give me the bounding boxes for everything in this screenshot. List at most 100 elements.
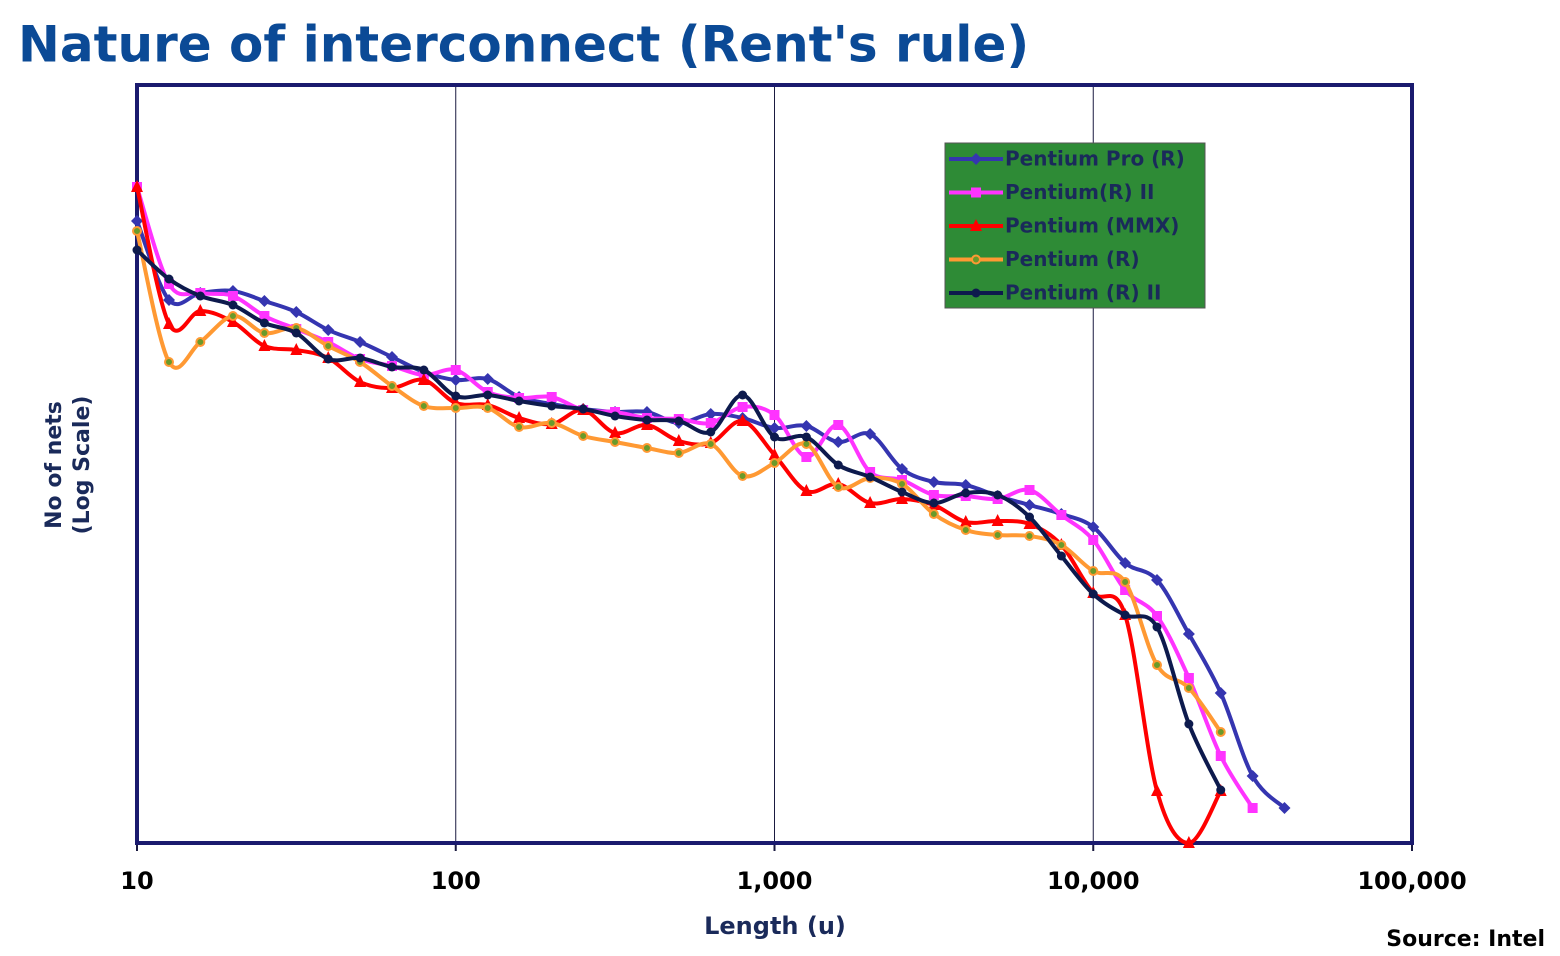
data-point [801,432,811,442]
legend-label: Pentium (R) II [1005,281,1161,305]
data-point [641,443,652,453]
data-point [865,472,875,482]
data-point [1216,785,1226,795]
data-point [736,414,749,426]
series-line [135,220,1286,810]
data-point [673,448,684,458]
data-point [451,391,461,401]
data-point [163,279,174,289]
data-point [386,351,399,363]
data-point [1214,687,1227,699]
x-tick-label: 10 [120,867,153,895]
data-point [1152,611,1163,621]
data-point [833,420,844,430]
data-point [195,291,205,301]
data-point [1025,512,1035,522]
data-point [801,452,812,462]
y-axis-label-line: No of nets [42,401,67,529]
data-point [737,402,748,412]
data-point [833,482,844,492]
data-point [450,403,461,413]
data-point [705,439,716,449]
data-point [418,401,429,411]
data-point [705,418,716,428]
data-point [323,354,333,364]
data-point [1278,802,1291,814]
legend-marker [971,187,981,198]
data-point [163,357,174,367]
data-point [896,492,909,504]
data-point [929,498,939,508]
data-point [769,458,780,468]
data-point [419,365,429,375]
data-point [704,408,717,420]
data-point [355,353,365,363]
data-point [1120,610,1130,620]
data-point [354,336,367,348]
data-point [258,295,271,307]
data-point [1056,510,1067,520]
data-point [227,311,238,321]
data-point [290,306,303,318]
data-point [706,427,716,437]
data-point [1023,517,1036,529]
data-point [832,436,845,448]
data-point [865,467,876,477]
data-point [323,341,334,351]
data-point [514,396,524,406]
data-point [1087,521,1100,533]
data-point [1183,683,1194,693]
data-point [1246,770,1259,782]
data-point [1088,566,1099,576]
data-point [259,328,270,338]
data-point [162,294,175,306]
data-point [642,415,652,425]
data-point [992,530,1003,540]
x-tick-label: 1,000 [737,867,813,895]
data-point [864,496,877,508]
legend-label: Pentium(R) II [1005,180,1154,204]
data-point [546,418,557,428]
data-point [672,434,685,446]
data-point [259,318,269,328]
data-point [961,488,971,498]
data-point [482,403,493,413]
data-point [132,226,142,236]
data-point [164,274,174,284]
data-point [194,304,207,316]
data-point [322,324,335,336]
data-point [1088,535,1099,545]
data-point [1247,803,1258,813]
x-tick-label: 100,000 [1357,867,1466,895]
data-point [897,487,907,497]
data-point [513,411,526,423]
chart-title: Nature of interconnect (Rent's rule) [18,16,1029,74]
data-point [993,490,1003,500]
data-point [610,437,621,447]
data-point [896,463,909,475]
data-point [770,432,779,442]
data-point [1215,727,1226,737]
data-point [768,448,781,460]
data-point [131,180,143,192]
data-point [738,390,748,400]
series [132,226,1226,737]
data-point [132,245,142,255]
data-point [195,337,206,347]
data-point [959,515,972,527]
data-point [1024,485,1035,495]
data-point [481,373,494,385]
data-point [674,416,684,426]
data-point [928,490,939,500]
data-point [547,401,557,411]
data-point [928,509,939,519]
data-point [960,525,971,535]
data-point [578,404,588,414]
data-point [1023,499,1036,511]
data-point [1120,585,1131,595]
data-point [227,291,238,301]
data-point [833,460,843,470]
y-axis-label-line: (Log Scale) [70,396,95,535]
data-point [769,410,780,420]
